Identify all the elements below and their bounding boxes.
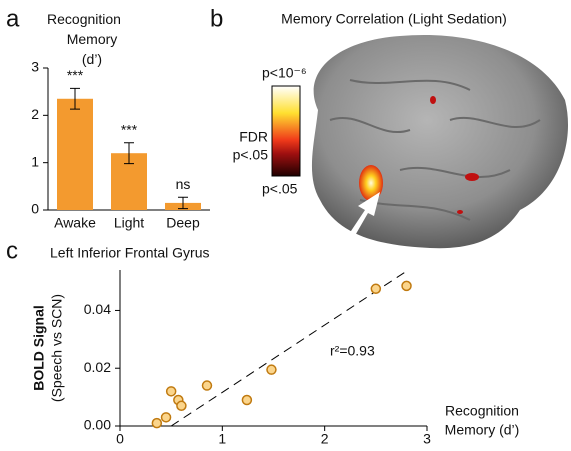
y-tick-label: 2 (31, 106, 39, 122)
colorbar-label: FDR (239, 129, 268, 145)
x-tick-label: Deep (166, 215, 200, 231)
point (152, 419, 161, 428)
colorbar-label: p<10⁻⁶ (262, 65, 307, 81)
x-tick-label: Light (114, 215, 144, 231)
colorbar-label: p<.05 (262, 181, 298, 197)
panel-label: b (210, 5, 223, 32)
y-tick-label: 0.02 (84, 359, 111, 375)
x-tick-label: Awake (54, 215, 96, 231)
y-label: (Speech vs SCN) (49, 294, 65, 402)
y-tick-label: 3 (31, 59, 39, 75)
y-tick-label: 0.00 (84, 417, 111, 433)
annotation: *** (121, 121, 138, 137)
figure: a b c Memory Correlation (Light Sedation… (0, 0, 571, 451)
y-tick-label: 0 (31, 201, 39, 217)
annotation: r²=0.93 (330, 343, 375, 359)
point (167, 387, 176, 396)
x-tick-label: 0 (116, 431, 124, 447)
x-tick-label: 1 (218, 431, 226, 447)
y-tick-label: 1 (31, 153, 39, 169)
annotation: ns (176, 176, 191, 192)
colorbar-label: p<.05 (233, 147, 269, 163)
y-label: BOLD Signal (31, 305, 47, 391)
brain-image (272, 35, 568, 248)
panel-label: a (6, 5, 20, 32)
point (202, 381, 211, 390)
point (162, 413, 171, 422)
annotation: *** (67, 67, 84, 83)
x-label: Recognition (445, 403, 519, 419)
point (177, 401, 186, 410)
panel-label: c (6, 237, 18, 264)
point (371, 284, 380, 293)
brain-title: Memory Correlation (Light Sedation) (281, 11, 507, 27)
y-tick-label: 0.04 (84, 301, 111, 317)
x-tick-label: 3 (423, 431, 431, 447)
point (242, 396, 251, 405)
bar (57, 99, 93, 210)
point (267, 365, 276, 374)
x-label: Memory (d’) (445, 422, 520, 438)
x-tick-label: 2 (321, 431, 329, 447)
chart-title: Left Inferior Frontal Gyrus (50, 245, 210, 261)
point (402, 281, 411, 290)
